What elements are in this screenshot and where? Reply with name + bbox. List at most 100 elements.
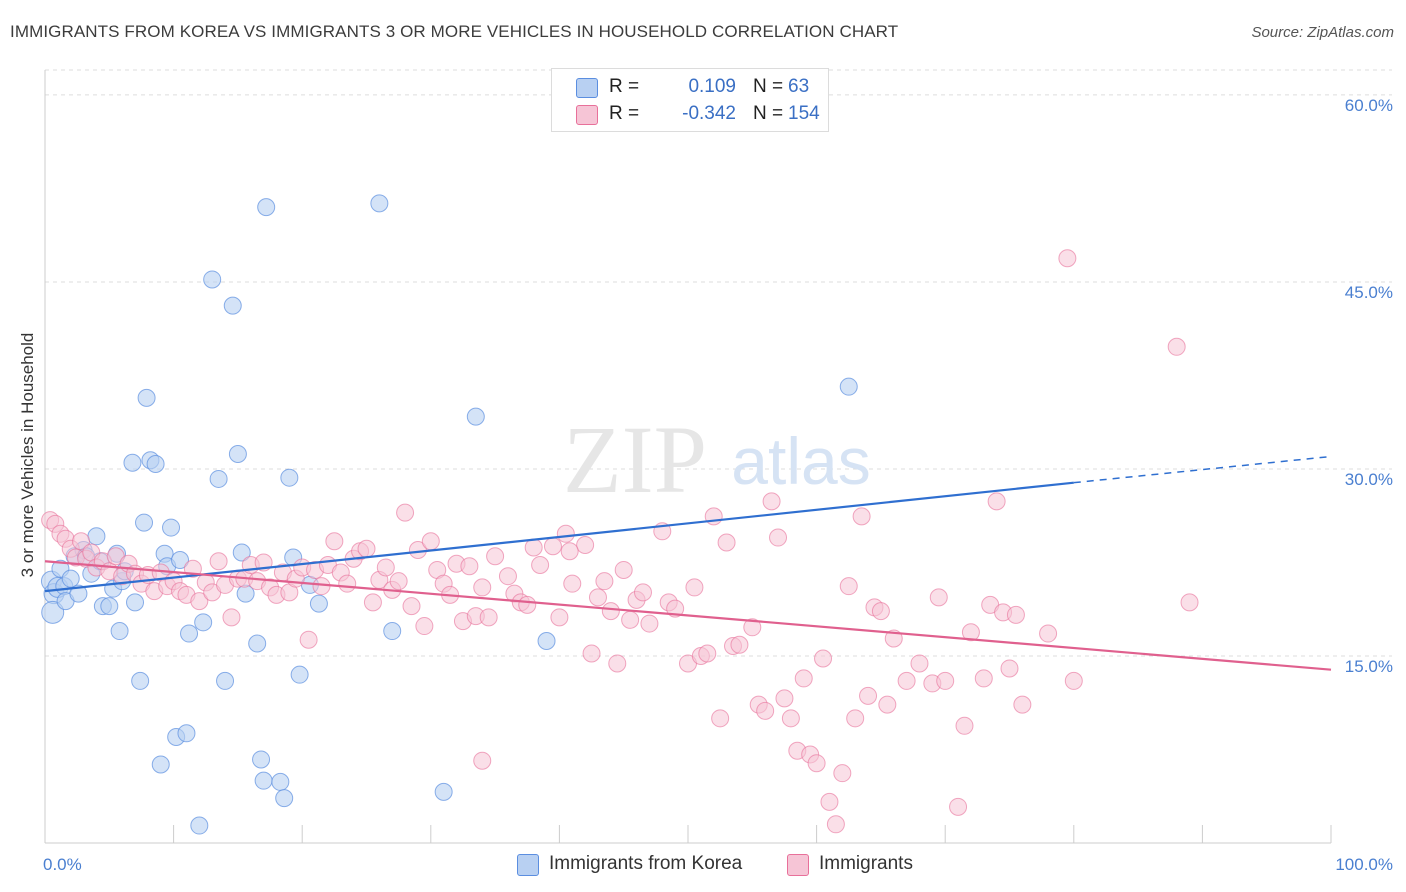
immigrants-point bbox=[460, 557, 479, 576]
korea-point bbox=[123, 453, 142, 472]
y-tick-label: 45.0% bbox=[1345, 283, 1393, 302]
immigrants-point bbox=[582, 644, 601, 663]
korea-point bbox=[254, 771, 273, 790]
immigrants-point bbox=[640, 614, 659, 633]
watermark-atlas: atlas bbox=[731, 424, 870, 498]
immigrants-point bbox=[299, 630, 318, 649]
korea-point bbox=[275, 789, 294, 808]
immigrants-point bbox=[402, 597, 421, 616]
korea-point bbox=[171, 550, 190, 569]
immigrants-point bbox=[550, 608, 569, 627]
immigrants-trend-line bbox=[44, 560, 1332, 671]
immigrants-point bbox=[820, 792, 839, 811]
immigrants-point bbox=[1058, 249, 1077, 268]
watermark: ZIP atlas bbox=[563, 406, 871, 513]
immigrants-point bbox=[839, 577, 858, 596]
y-tick-label: 30.0% bbox=[1345, 470, 1393, 489]
immigrants-point bbox=[633, 583, 652, 602]
korea-point bbox=[137, 388, 156, 407]
watermark-zip: ZIP bbox=[563, 406, 707, 513]
immigrants-point bbox=[852, 507, 871, 526]
immigrants-point bbox=[769, 528, 788, 547]
korea-swatch-icon bbox=[576, 78, 598, 98]
immigrants-point bbox=[1039, 624, 1058, 643]
immigrants-point bbox=[717, 533, 736, 552]
immigrants-point bbox=[987, 492, 1006, 511]
r-label: R = bbox=[609, 76, 640, 97]
immigrants-point bbox=[1000, 659, 1019, 678]
korea-trend-extension bbox=[1073, 455, 1332, 484]
korea-point bbox=[434, 782, 453, 801]
immigrants-point bbox=[1006, 605, 1025, 624]
series-legend: Immigrants from Korea Immigrants bbox=[0, 852, 1406, 878]
trend-lines bbox=[44, 455, 1332, 671]
korea-point bbox=[203, 270, 222, 289]
immigrants-point bbox=[498, 567, 517, 586]
immigrants-point bbox=[389, 572, 408, 591]
immigrants-point bbox=[955, 716, 974, 735]
series-immigrants-points bbox=[41, 249, 1199, 834]
immigrants-point bbox=[743, 618, 762, 637]
korea-point bbox=[271, 772, 290, 791]
immigrants-point bbox=[486, 547, 505, 566]
immigrants-point bbox=[711, 709, 730, 728]
immigrants-point bbox=[859, 686, 878, 705]
korea-point bbox=[309, 594, 328, 613]
immigrants-point bbox=[524, 538, 543, 557]
immigrants-swatch-icon bbox=[787, 854, 809, 876]
immigrants-point bbox=[357, 539, 376, 558]
y-axis-label: 3 or more Vehicles in Household bbox=[18, 333, 37, 578]
korea-point bbox=[252, 750, 271, 769]
r-label: R = bbox=[609, 103, 640, 124]
immigrants-point bbox=[376, 558, 395, 577]
immigrants-point bbox=[543, 537, 562, 556]
korea-point bbox=[194, 613, 213, 632]
immigrants-point bbox=[588, 588, 607, 607]
immigrants-point bbox=[556, 524, 575, 543]
korea-point bbox=[61, 569, 80, 588]
immigrants-point bbox=[222, 608, 241, 627]
x-tick-label: 100.0% bbox=[1335, 855, 1393, 874]
korea-point bbox=[162, 518, 181, 537]
immigrants-point bbox=[312, 577, 331, 596]
immigrants-point bbox=[595, 572, 614, 591]
korea-point bbox=[41, 600, 65, 624]
korea-point bbox=[126, 593, 145, 612]
immigrants-point bbox=[473, 751, 492, 770]
immigrants-point bbox=[781, 709, 800, 728]
immigrants-point bbox=[762, 492, 781, 511]
stats-legend: R = 0.109 N = 63 R = -0.342 N = 154 bbox=[551, 68, 829, 132]
immigrants-point bbox=[1180, 593, 1199, 612]
immigrants-point bbox=[936, 671, 955, 690]
korea-point bbox=[466, 407, 485, 426]
n-value: 63 bbox=[788, 76, 810, 97]
korea-swatch-icon bbox=[517, 854, 539, 876]
y-tick-label: 15.0% bbox=[1345, 657, 1393, 676]
immigrants-point bbox=[1064, 671, 1083, 690]
immigrants-point bbox=[396, 503, 415, 522]
immigrants-point bbox=[518, 595, 537, 614]
immigrants-point bbox=[608, 654, 627, 673]
chart-title: IMMIGRANTS FROM KOREA VS IMMIGRANTS 3 OR… bbox=[10, 22, 899, 41]
r-value: 0.109 bbox=[688, 76, 736, 97]
immigrants-point bbox=[910, 654, 929, 673]
immigrants-point bbox=[974, 669, 993, 688]
immigrants-point bbox=[363, 593, 382, 612]
immigrants-point bbox=[576, 536, 595, 555]
korea-point bbox=[839, 377, 858, 396]
korea-point bbox=[151, 755, 170, 774]
korea-point bbox=[383, 622, 402, 641]
immigrants-point bbox=[563, 574, 582, 593]
immigrants-point bbox=[209, 552, 228, 571]
immigrants-point bbox=[897, 671, 916, 690]
korea-point bbox=[537, 632, 556, 651]
korea-point bbox=[209, 469, 228, 488]
korea-point bbox=[228, 445, 247, 464]
immigrants-point bbox=[846, 709, 865, 728]
immigrants-point bbox=[929, 588, 948, 607]
immigrants-point bbox=[479, 608, 498, 627]
korea-point bbox=[131, 671, 150, 690]
immigrants-point bbox=[666, 599, 685, 618]
series-korea-points bbox=[40, 194, 858, 835]
